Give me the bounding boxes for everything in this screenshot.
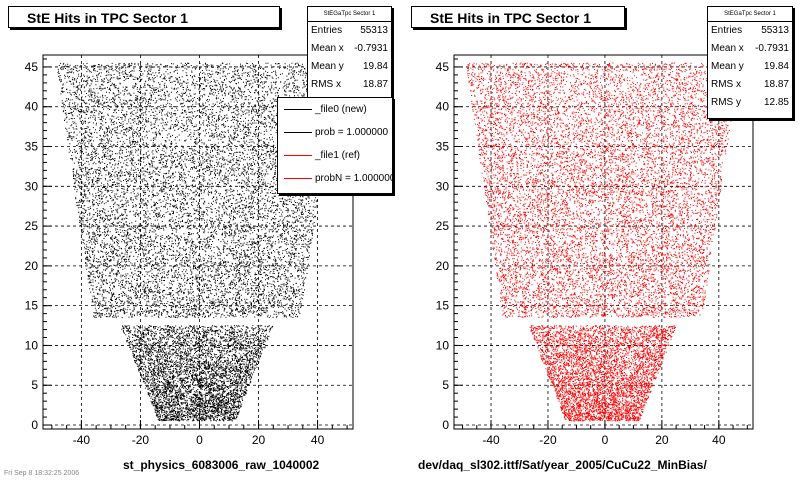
legend-entry-prob: prob = 1.000000	[278, 121, 392, 144]
scatter-hits	[467, 62, 739, 422]
stats-name: StEGaTpc Sector 1	[308, 7, 391, 22]
legend-entry-probn: probN = 1.000000	[278, 167, 392, 190]
stats-row-rms-y: RMS y 12.85	[711, 97, 789, 108]
x-tick-label: -20	[539, 433, 557, 447]
y-tick-label: 15	[436, 299, 450, 313]
x-axis-caption-left: st_physics_6083006_raw_1040002	[123, 458, 320, 472]
y-tick-label: 0	[31, 418, 38, 432]
legend-entry-new: _file0 (new)	[278, 98, 392, 121]
legend-line-icon	[284, 155, 312, 156]
stats-row-entries: Entries 55313	[311, 25, 388, 36]
y-tick-label: 10	[25, 338, 39, 352]
y-tick-label: 10	[436, 338, 450, 352]
y-tick-label: 25	[436, 219, 450, 233]
stats-row-mean-y: Mean y 19.84	[711, 61, 789, 72]
x-tick-label: 20	[655, 433, 669, 447]
y-tick-label: 35	[436, 140, 450, 154]
y-tick-label: 30	[436, 179, 450, 193]
legend-line-icon	[284, 109, 312, 110]
plot-title-right: StE Hits in TPC Sector 1	[411, 6, 625, 28]
y-tick-label: 40	[25, 100, 39, 114]
y-tick-label: 15	[25, 299, 39, 313]
stats-name: StEGaTpc Sector 1	[708, 7, 792, 22]
y-tick-label: 5	[31, 378, 38, 392]
legend-entry-ref: _file1 (ref)	[278, 144, 392, 167]
y-tick-label: 20	[25, 259, 39, 273]
legend-box: _file0 (new) prob = 1.000000 _file1 (ref…	[277, 97, 393, 194]
stats-box-left: StEGaTpc Sector 1 Entries 55313 Mean x -0.…	[307, 6, 392, 101]
scatter-plot-right: -40 -20 0 20 40 0 5 10 15 20 25 30 35 40 45	[436, 54, 754, 447]
x-tick-label: -20	[132, 433, 150, 447]
y-tick-label: 5	[442, 378, 449, 392]
stats-row-rms-x: RMS x 18.87	[711, 79, 789, 90]
stats-row-rms-x: RMS x 18.87	[311, 79, 388, 90]
plot-title-left: StE Hits in TPC Sector 1	[8, 6, 280, 28]
timestamp-footer: Fri Sep 8 18:32:25 2006	[4, 470, 80, 477]
x-tick-label: 40	[311, 433, 325, 447]
y-tick-label: 25	[25, 219, 39, 233]
y-tick-label: 40	[436, 100, 450, 114]
legend-line-icon	[284, 132, 312, 133]
y-tick-label: 45	[25, 60, 39, 74]
x-tick-label: 0	[602, 433, 609, 447]
legend-line-icon	[284, 178, 312, 179]
y-tick-label: 30	[25, 179, 39, 193]
y-tick-label: 20	[436, 259, 450, 273]
stats-row-entries: Entries 55313	[711, 25, 789, 36]
stats-row-mean-y: Mean y 19.84	[311, 61, 388, 72]
stats-row-mean-x: Mean x -0.7931	[711, 43, 789, 54]
x-tick-label: -40	[482, 433, 500, 447]
x-tick-label: -40	[73, 433, 91, 447]
x-tick-label: 40	[712, 433, 726, 447]
stats-row-mean-x: Mean x -0.7931	[311, 43, 388, 54]
y-tick-label: 0	[442, 418, 449, 432]
x-tick-label: 20	[252, 433, 266, 447]
y-tick-label: 35	[25, 140, 39, 154]
plot-title-right-text: StE Hits in TPC Sector 1	[430, 10, 592, 26]
x-axis-caption-right: dev/daq_sl302.ittf/Sat/year_2005/CuCu22_…	[418, 458, 707, 472]
plot-title-left-text: StE Hits in TPC Sector 1	[27, 10, 189, 26]
y-tick-label: 45	[436, 60, 450, 74]
stats-box-right: StEGaTpc Sector 1 Entries 55313 Mean x -0.…	[707, 6, 793, 119]
x-tick-label: 0	[196, 433, 203, 447]
